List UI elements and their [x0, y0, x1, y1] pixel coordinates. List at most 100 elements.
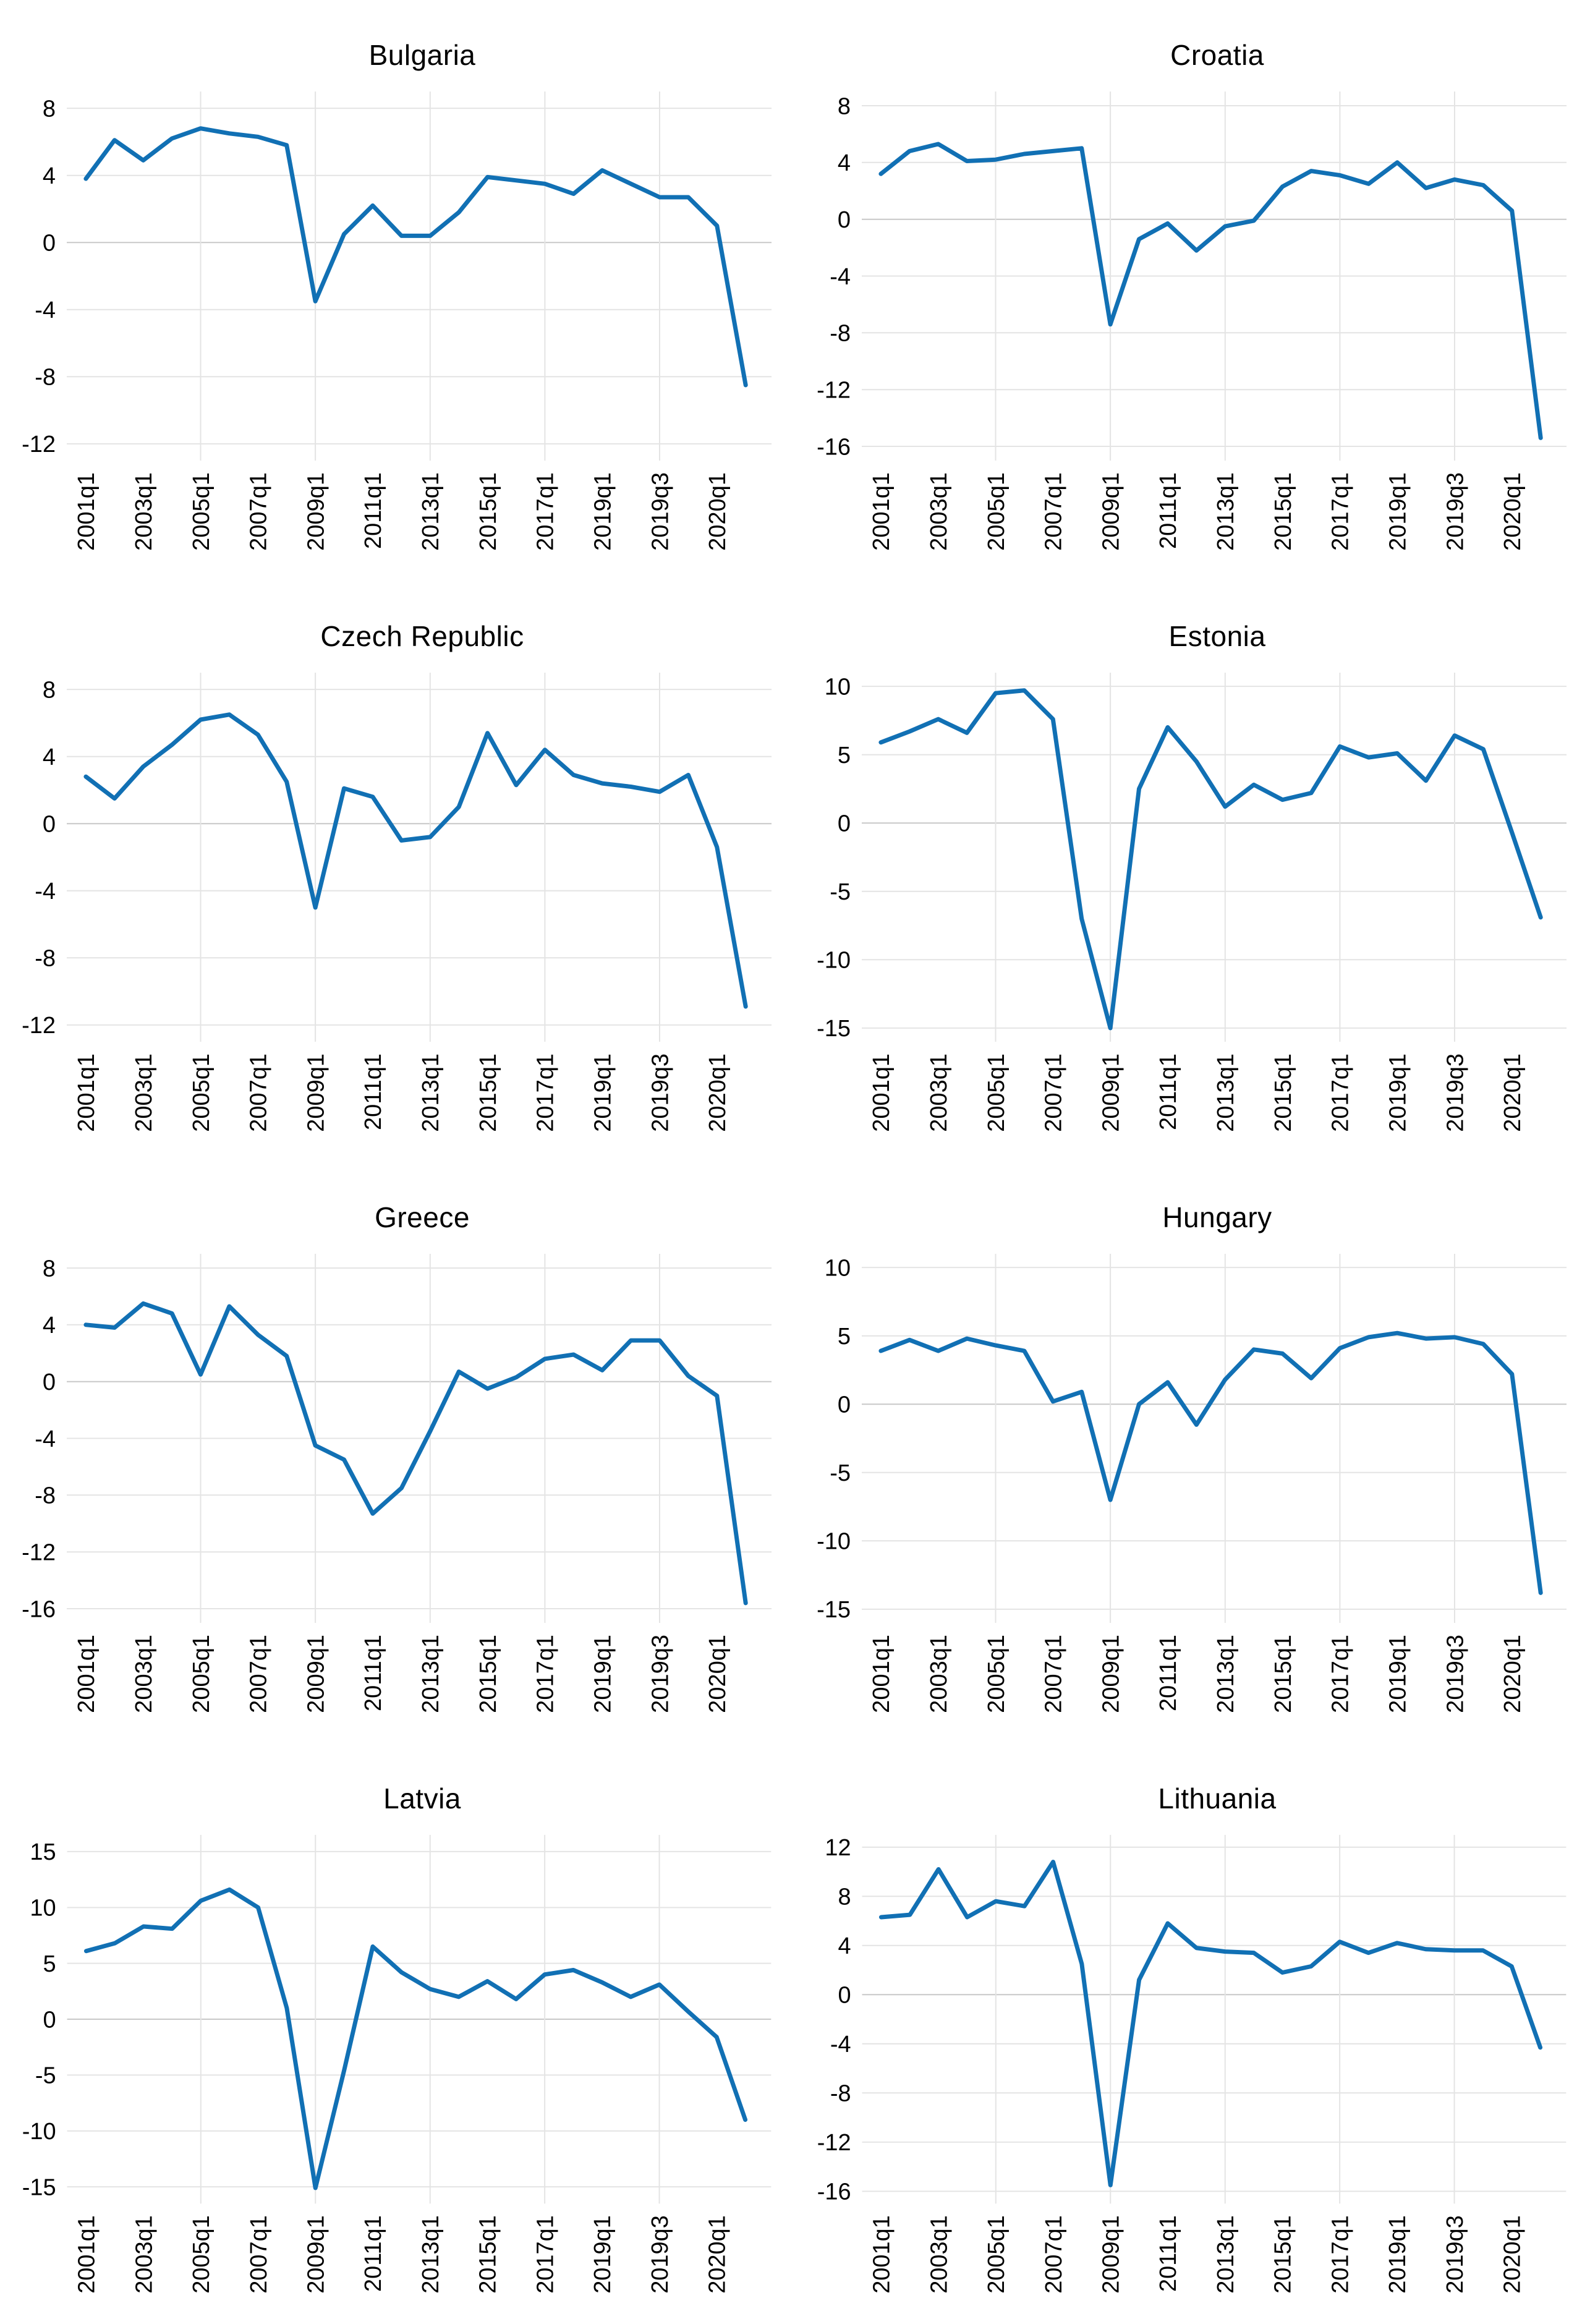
y-tick-label: -4 — [35, 1426, 56, 1452]
x-tick-label: 2015q1 — [475, 1635, 501, 1713]
x-tick-label: 2015q1 — [475, 472, 501, 551]
chart-panel-czech-republic: Czech Republic 8 4 0 -4 -8 -12 2001q1 2003q1 200… — [0, 581, 795, 1162]
y-tick-label: -15 — [22, 2174, 56, 2200]
x-tick-label: 2005q1 — [189, 472, 215, 551]
x-tick-label: 2011q1 — [360, 1635, 386, 1711]
x-tick-label: 2009q1 — [303, 1635, 329, 1713]
x-tick-label: 2005q1 — [189, 2215, 215, 2294]
y-tick-label: -12 — [22, 1540, 56, 1566]
y-tick-label: 8 — [43, 1256, 56, 1282]
y-tick-label: 0 — [43, 1369, 56, 1395]
x-tick-label: 2011q1 — [360, 2215, 386, 2292]
y-tick-label: -10 — [22, 2119, 56, 2145]
chart-canvas-estonia: 10 5 0 -5 -10 -15 2001q1 2003q1 2005q1 2007q1 2009… — [817, 673, 1567, 1132]
gdp-growth-line — [83, 126, 748, 388]
y-tick-label: -15 — [817, 1016, 851, 1042]
x-tick-label: 2007q1 — [1041, 1053, 1067, 1132]
x-tick-label: 2019q1 — [1385, 2215, 1411, 2294]
x-tick-label: 2019q3 — [647, 2215, 673, 2294]
chart-panel-bulgaria: Bulgaria 8 4 0 -4 -8 -12 2001q1 2003q1 2005q1 200… — [0, 0, 795, 581]
x-tick-label: 2019q1 — [1385, 1053, 1411, 1132]
chart-canvas-greece: 8 4 0 -4 -8 -12 -16 2001q1 2003q1 2005q1 2007q1 200… — [22, 1254, 772, 1713]
x-tick-label: 2011q1 — [1155, 2215, 1181, 2292]
x-tick-label: 2015q1 — [1270, 472, 1296, 551]
gdp-growth-line — [83, 712, 748, 1009]
y-tick-label: -16 — [22, 1596, 56, 1622]
y-tick-label: 0 — [838, 1392, 851, 1418]
x-tick-label: 2009q1 — [304, 2215, 329, 2294]
x-tick-label: 2020q1 — [705, 1053, 731, 1132]
y-tick-label: 0 — [838, 207, 851, 233]
x-tick-label: 2019q3 — [1442, 1053, 1468, 1132]
x-tick-label: 2017q1 — [1328, 1053, 1354, 1132]
x-tick-label: 2009q1 — [1098, 472, 1124, 551]
y-tick-label: -16 — [817, 2179, 851, 2205]
y-tick-label: 10 — [825, 1255, 851, 1281]
x-tick-label: 2005q1 — [984, 1635, 1010, 1713]
y-tick-label: -12 — [817, 378, 851, 404]
y-tick-label: 4 — [838, 1933, 851, 1959]
y-tick-label: 0 — [43, 812, 56, 838]
y-tick-label: -8 — [35, 365, 56, 391]
gdp-growth-line — [878, 688, 1543, 1031]
x-tick-label: 2007q1 — [246, 472, 272, 551]
x-tick-label: 2001q1 — [869, 1053, 895, 1132]
x-tick-label: 2019q3 — [1442, 1635, 1468, 1713]
x-tick-label: 2001q1 — [869, 1635, 895, 1713]
chart-panel-lithuania: Lithuania 12 8 4 0 -4 -8 -12 -16 2001q1 2003q1 200… — [795, 1743, 1590, 2324]
y-tick-label: -4 — [830, 264, 851, 290]
y-tick-label: 4 — [43, 163, 56, 189]
x-tick-label: 2003q1 — [926, 2215, 952, 2294]
x-tick-label: 2009q1 — [1099, 2215, 1124, 2294]
chart-panel-latvia: Latvia 15 10 5 0 -5 -10 -15 2001q1 2003q1 2005q1 2… — [0, 1743, 795, 2324]
x-tick-label: 2017q1 — [1328, 472, 1354, 551]
x-tick-label: 2013q1 — [418, 472, 444, 551]
x-tick-label: 2017q1 — [533, 1053, 559, 1132]
x-tick-label: 2005q1 — [984, 2215, 1010, 2294]
chart-canvas-bulgaria: 8 4 0 -4 -8 -12 2001q1 2003q1 2005q1 2007q1 2009q1… — [22, 92, 772, 551]
y-tick-label: -15 — [817, 1597, 851, 1623]
y-tick-label: -8 — [35, 946, 56, 972]
y-tick-label: 0 — [838, 1983, 851, 2009]
x-tick-label: 2019q1 — [590, 472, 616, 551]
y-tick-label: -16 — [817, 434, 851, 460]
x-tick-label: 2019q3 — [647, 1635, 673, 1713]
x-tick-label: 2011q1 — [1155, 472, 1181, 549]
y-tick-label: -12 — [817, 2130, 851, 2156]
y-tick-label: -4 — [830, 2032, 851, 2058]
x-tick-label: 2020q1 — [1500, 1053, 1526, 1132]
y-tick-label: 5 — [838, 743, 851, 768]
chart-canvas-latvia: 15 10 5 0 -5 -10 -15 2001q1 2003q1 2005q1 2007q1 20… — [22, 1834, 772, 2294]
x-tick-label: 2019q3 — [1442, 2215, 1468, 2294]
x-tick-label: 2003q1 — [131, 1053, 157, 1132]
chart-title-czech-republic: Czech Republic — [320, 620, 524, 652]
x-tick-label: 2011q1 — [360, 472, 386, 549]
x-tick-label: 2017q1 — [1327, 2215, 1353, 2294]
y-tick-label: -10 — [817, 948, 851, 974]
x-tick-label: 2020q1 — [705, 2215, 731, 2294]
y-tick-label: 12 — [825, 1835, 851, 1861]
x-tick-label: 2019q1 — [590, 1635, 616, 1713]
x-tick-label: 2019q3 — [647, 1053, 673, 1132]
x-tick-label: 2013q1 — [1213, 1635, 1239, 1713]
gdp-growth-line — [878, 142, 1543, 440]
x-tick-label: 2003q1 — [926, 1053, 952, 1132]
x-tick-label: 2011q1 — [1155, 1635, 1181, 1711]
y-tick-label: -12 — [22, 1013, 56, 1039]
x-tick-label: 2001q1 — [74, 1635, 100, 1713]
x-tick-label: 2013q1 — [418, 1053, 444, 1132]
x-tick-label: 2013q1 — [1213, 2215, 1239, 2294]
chart-canvas-croatia: 8 4 0 -4 -8 -12 -16 2001q1 2003q1 2005q1 2007q1 200… — [817, 92, 1567, 551]
x-tick-label: 2011q1 — [1155, 1053, 1181, 1130]
y-tick-label: 0 — [43, 231, 56, 257]
y-tick-label: 5 — [43, 1951, 56, 1977]
y-tick-label: 8 — [43, 677, 56, 703]
chart-title-bulgaria: Bulgaria — [368, 39, 476, 71]
y-tick-label: -4 — [35, 879, 56, 904]
chart-panel-greece: Greece 8 4 0 -4 -8 -12 -16 2001q1 2003q1 2005q1 20… — [0, 1162, 795, 1743]
chart-title-lithuania: Lithuania — [1158, 1782, 1277, 1815]
x-tick-label: 2019q3 — [647, 472, 673, 551]
y-tick-label: -5 — [830, 879, 851, 905]
y-tick-label: -8 — [830, 321, 851, 347]
